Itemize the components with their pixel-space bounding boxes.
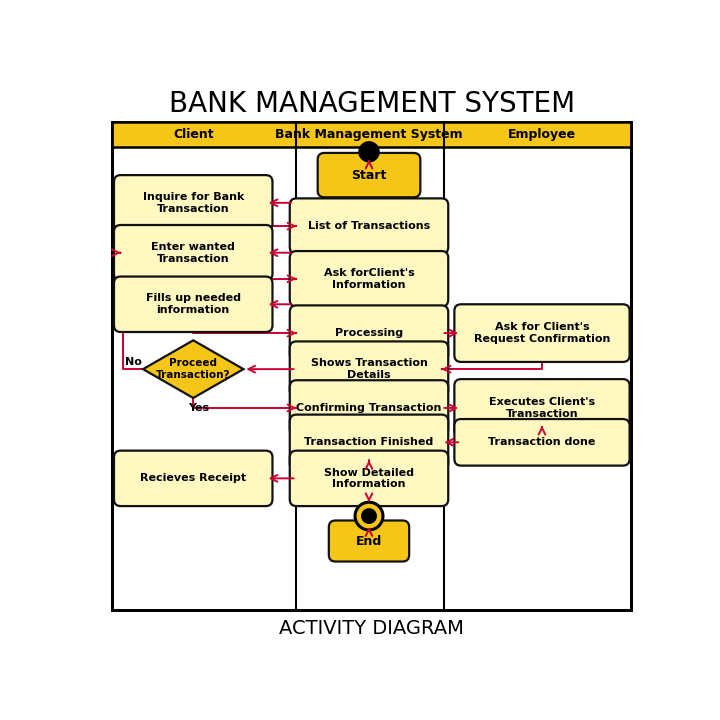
Text: List of Transactions: List of Transactions bbox=[308, 221, 430, 231]
Text: Employee: Employee bbox=[508, 128, 576, 141]
Text: ACTIVITY DIAGRAM: ACTIVITY DIAGRAM bbox=[279, 619, 464, 638]
Text: Confirming Transaction: Confirming Transaction bbox=[297, 403, 441, 413]
Text: Proceed
Transaction?: Proceed Transaction? bbox=[156, 359, 230, 380]
FancyBboxPatch shape bbox=[329, 521, 409, 562]
FancyBboxPatch shape bbox=[114, 276, 272, 332]
Circle shape bbox=[359, 142, 379, 162]
FancyBboxPatch shape bbox=[318, 153, 420, 197]
Text: No: No bbox=[125, 358, 141, 367]
Text: Fills up needed
information: Fills up needed information bbox=[145, 294, 240, 315]
FancyBboxPatch shape bbox=[114, 175, 272, 230]
FancyBboxPatch shape bbox=[289, 380, 449, 436]
FancyBboxPatch shape bbox=[289, 251, 449, 307]
Polygon shape bbox=[143, 341, 243, 398]
FancyBboxPatch shape bbox=[112, 122, 631, 148]
FancyBboxPatch shape bbox=[289, 341, 449, 397]
FancyBboxPatch shape bbox=[114, 451, 272, 506]
FancyBboxPatch shape bbox=[289, 451, 449, 506]
Text: Executes Client's
Transaction: Executes Client's Transaction bbox=[489, 397, 595, 419]
FancyBboxPatch shape bbox=[289, 305, 449, 361]
Circle shape bbox=[355, 503, 383, 530]
Text: End: End bbox=[356, 534, 382, 547]
Text: Show Detailed
Information: Show Detailed Information bbox=[324, 467, 414, 489]
FancyBboxPatch shape bbox=[454, 305, 629, 362]
Text: Recieves Receipt: Recieves Receipt bbox=[140, 473, 246, 483]
FancyBboxPatch shape bbox=[454, 419, 629, 466]
Text: Processing: Processing bbox=[335, 328, 403, 338]
Text: Bank Management System: Bank Management System bbox=[275, 128, 463, 141]
Text: Ask forClient's
Information: Ask forClient's Information bbox=[323, 268, 415, 289]
FancyBboxPatch shape bbox=[289, 415, 449, 470]
FancyBboxPatch shape bbox=[112, 122, 631, 611]
Text: Enter wanted
Transaction: Enter wanted Transaction bbox=[151, 242, 235, 264]
Text: Start: Start bbox=[351, 168, 387, 181]
FancyBboxPatch shape bbox=[454, 379, 629, 437]
Text: BANK MANAGEMENT SYSTEM: BANK MANAGEMENT SYSTEM bbox=[168, 90, 575, 118]
FancyBboxPatch shape bbox=[114, 225, 272, 280]
Circle shape bbox=[361, 509, 377, 523]
Text: Transaction Finished: Transaction Finished bbox=[305, 437, 433, 447]
Text: Ask for Client's
Request Confirmation: Ask for Client's Request Confirmation bbox=[474, 323, 610, 344]
FancyBboxPatch shape bbox=[289, 199, 449, 254]
Text: Yes: Yes bbox=[188, 403, 210, 413]
Text: Client: Client bbox=[173, 128, 214, 141]
Text: Transaction done: Transaction done bbox=[488, 437, 595, 447]
Text: Shows Transaction
Details: Shows Transaction Details bbox=[310, 359, 428, 380]
Text: Inquire for Bank
Transaction: Inquire for Bank Transaction bbox=[143, 192, 244, 214]
